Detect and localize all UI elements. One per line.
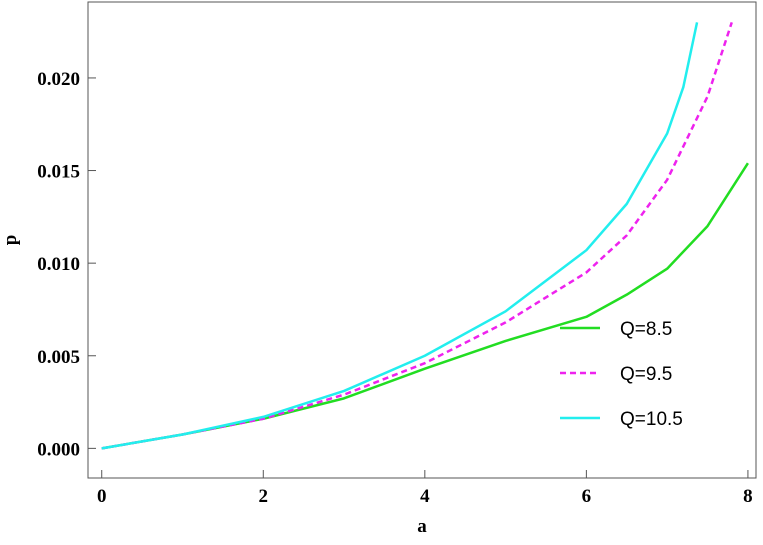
y-tick-label: 0.020 [37, 69, 80, 90]
x-tick-label: 4 [420, 486, 430, 507]
x-tick-label: 6 [582, 486, 592, 507]
legend-label: Q=10.5 [620, 409, 683, 430]
legend-label: Q=9.5 [620, 364, 672, 385]
y-axis-label: p [0, 235, 21, 246]
legend-label: Q=8.5 [620, 319, 672, 340]
y-tick-label: 0.000 [37, 439, 80, 460]
x-tick-label: 0 [97, 486, 107, 507]
x-tick-label: 2 [259, 486, 269, 507]
line-series [101, 21, 733, 450]
line-series [101, 22, 699, 450]
x-tick-label: 8 [743, 486, 753, 507]
plot-frame [87, 1, 757, 479]
x-axis-label: a [417, 516, 427, 537]
line-series [101, 162, 749, 450]
y-tick-label: 0.005 [37, 347, 80, 368]
y-tick-label: 0.010 [37, 254, 80, 275]
y-tick-label: 0.015 [37, 162, 80, 183]
